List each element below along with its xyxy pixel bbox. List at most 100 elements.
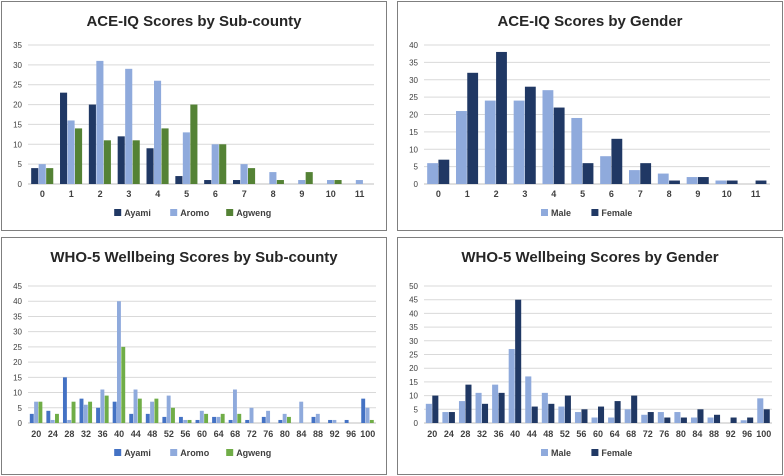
x-tick-label: 76 [263,429,273,439]
bar-male-72 [641,414,648,423]
y-tick-label: 30 [409,337,418,346]
bar-female-3 [524,86,536,184]
bar-aromo-0 [38,164,46,184]
x-tick-label: 9 [695,189,700,199]
x-tick-label: 84 [692,429,702,439]
bar-female-2 [496,51,507,185]
bar-female-80 [680,417,687,423]
bar-agweng-4 [161,128,169,184]
bar-agweng-1 [75,128,83,184]
legend-swatch-aromo [170,209,178,216]
x-tick-label: 40 [114,429,124,439]
bar-female-76 [664,417,671,423]
bar-agweng-5 [190,104,198,184]
x-tick-label: 20 [31,429,41,439]
bar-agweng-60 [204,413,209,423]
legend-label-male: Male [551,208,571,218]
bar-female-60 [598,406,605,423]
bar-agweng-3 [132,140,140,184]
bar-aromo-36 [100,389,105,423]
bar-aromo-56 [183,419,188,423]
bar-aromo-4 [154,80,162,184]
bar-ayami-32 [79,398,84,423]
bar-ayami-100 [361,398,366,423]
bar-agweng-24 [55,413,59,423]
x-tick-label: 56 [576,429,586,439]
y-tick-label: 15 [409,378,418,387]
bar-male-100 [757,398,764,423]
bar-aromo-20 [34,401,39,423]
bar-aromo-11 [355,180,363,184]
bar-agweng-64 [220,413,225,423]
chart-title: ACE-IQ Scores by Gender [497,13,682,30]
x-tick-label: 96 [742,429,752,439]
bar-ayami-96 [344,419,349,423]
bar-aromo-1 [67,120,75,184]
chart-ace-gender: ACE-IQ Scores by Gender05101520253035400… [409,13,770,218]
legend-label-female: Female [601,448,632,458]
legend-label-aromo: Aromo [180,208,210,218]
bar-female-11 [755,180,767,184]
y-tick-label: 40 [409,309,418,318]
bar-female-52 [564,395,571,423]
bar-ayami-7 [233,180,241,184]
x-tick-label: 24 [48,429,58,439]
bar-ayami-76 [261,416,266,423]
x-tick-label: 32 [477,429,487,439]
bar-aromo-44 [133,389,138,423]
bar-male-6 [600,156,612,184]
bar-ayami-48 [145,413,150,423]
x-tick-label: 4 [551,189,556,199]
y-tick-label: 20 [409,364,418,373]
y-tick-label: 30 [13,328,22,337]
bar-agweng-48 [154,398,159,423]
bar-aromo-24 [50,419,55,423]
bar-male-7 [629,170,640,184]
y-tick-label: 5 [414,405,419,414]
y-tick-label: 45 [409,296,418,305]
x-tick-label: 68 [230,429,240,439]
bar-agweng-10 [334,180,342,184]
bar-female-44 [531,406,538,423]
bar-female-88 [714,414,721,423]
bar-ayami-40 [112,401,117,423]
chart-title: WHO-5 Wellbeing Scores by Gender [461,249,718,266]
legend-label-ayami: Ayami [124,448,151,458]
y-tick-label: 50 [409,282,418,291]
x-tick-label: 52 [560,429,570,439]
x-tick-label: 0 [436,189,441,199]
x-tick-label: 72 [643,429,653,439]
bar-male-4 [542,90,554,184]
x-tick-label: 4 [155,189,160,199]
bar-female-1 [467,72,479,184]
bar-aromo-92 [332,419,337,423]
x-tick-label: 7 [242,189,247,199]
x-tick-label: 88 [313,429,323,439]
bar-female-32 [482,403,489,423]
y-tick-label: 35 [409,323,418,332]
bar-ayami-44 [129,413,134,423]
bar-agweng-20 [38,401,43,423]
x-tick-label: 92 [330,429,340,439]
bar-female-9 [697,177,709,184]
legend-label-agweng: Agweng [236,448,271,458]
bar-female-4 [553,107,565,184]
bar-male-48 [541,392,548,423]
bar-agweng-28 [71,401,76,423]
bar-aromo-5 [182,132,190,184]
bar-ayami-80 [278,419,283,423]
bar-ayami-24 [46,410,51,423]
legend-label-ayami: Ayami [124,208,151,218]
bar-male-28 [458,401,466,423]
y-tick-label: 30 [13,61,22,70]
bar-female-8 [669,180,680,184]
chart-panel-who5-subcounty: WHO-5 Wellbeing Scores by Sub-county 0 5 10… [1,237,387,475]
bar-agweng-80 [287,416,291,423]
bar-male-9 [686,177,698,184]
bar-aromo-3 [125,68,133,184]
bar-agweng-8 [276,180,284,184]
bar-male-60 [591,417,598,423]
bar-male-2 [484,100,496,184]
x-tick-label: 2 [98,189,103,199]
x-tick-label: 48 [147,429,157,439]
